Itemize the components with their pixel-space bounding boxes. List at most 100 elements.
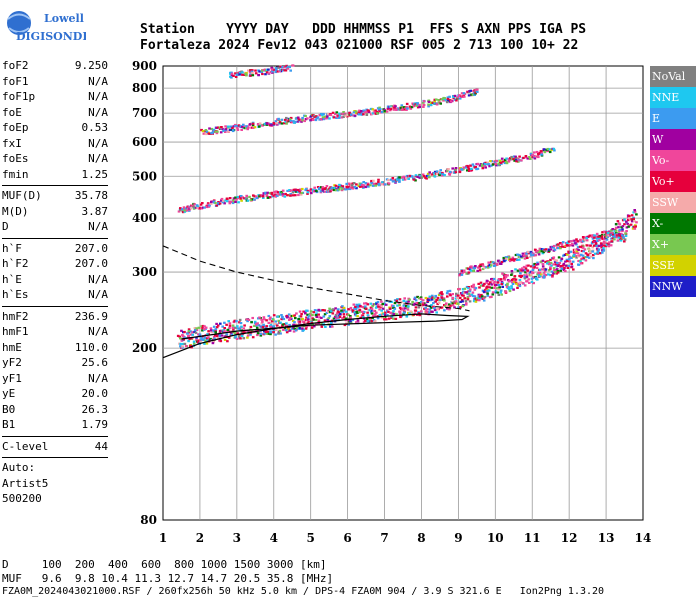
echo-mark	[435, 311, 438, 314]
echo-mark	[554, 271, 557, 274]
echo-mark	[231, 327, 235, 330]
echo-mark	[298, 327, 302, 330]
echo-mark	[418, 302, 421, 305]
echo-mark	[214, 201, 217, 205]
echo-mark	[249, 198, 253, 201]
echo-mark	[557, 256, 561, 259]
echo-mark	[301, 119, 304, 122]
echo-mark	[413, 297, 416, 300]
echo-mark	[407, 300, 410, 303]
echo-mark	[478, 266, 482, 269]
echo-mark	[262, 316, 266, 319]
param-row: D N/A	[2, 219, 108, 235]
echo-mark	[249, 69, 252, 72]
echo-mark	[439, 169, 442, 172]
echo-mark	[269, 323, 273, 326]
echo-mark	[317, 308, 321, 311]
echo-mark	[478, 269, 482, 272]
echo-mark	[246, 334, 250, 337]
echo-mark	[402, 299, 406, 302]
echo-mark	[555, 265, 559, 268]
echo-mark	[395, 178, 399, 181]
header-row1: Station YYYY DAY DDD HHMMSS P1 FFS S AXN…	[140, 22, 587, 37]
echo-mark	[490, 264, 493, 267]
echo-mark	[245, 194, 248, 197]
echo-mark	[540, 250, 544, 253]
echo-mark	[364, 305, 367, 308]
echo-mark	[485, 285, 489, 288]
param-value: N/A	[88, 272, 108, 286]
echo-mark	[466, 272, 470, 275]
echo-mark	[396, 304, 399, 307]
echo-mark	[559, 269, 562, 272]
param-row: C-level 44	[2, 439, 108, 455]
echo-mark	[256, 333, 259, 337]
echo-mark	[262, 192, 266, 195]
param-row: foEs N/A	[2, 151, 108, 167]
echo-mark	[313, 325, 316, 328]
echo-mark	[608, 241, 611, 244]
echo-mark	[435, 103, 439, 106]
echo-mark	[321, 116, 325, 119]
echo-mark	[345, 182, 348, 185]
echo-mark	[369, 306, 373, 309]
echo-mark	[288, 189, 291, 192]
echo-mark	[232, 328, 235, 331]
param-label: M(D)	[2, 204, 29, 218]
echo-mark	[265, 194, 269, 197]
echo-mark	[564, 270, 567, 273]
echo-mark	[487, 163, 491, 166]
echo-mark	[228, 128, 232, 131]
echo-mark	[371, 184, 375, 187]
echo-mark	[416, 102, 419, 105]
echo-mark	[241, 196, 244, 199]
echo-mark	[477, 282, 480, 285]
echo-mark	[292, 330, 296, 333]
echo-mark	[344, 317, 348, 320]
echo-mark	[231, 324, 235, 327]
echo-mark	[333, 186, 337, 189]
echo-mark	[597, 250, 600, 253]
echo-mark	[299, 315, 303, 318]
echo-mark	[547, 273, 550, 276]
echo-mark	[623, 218, 626, 221]
echo-mark	[280, 190, 283, 194]
echo-mark	[448, 303, 451, 306]
echo-mark	[363, 111, 367, 114]
echo-mark	[334, 189, 338, 192]
echo-mark	[611, 228, 614, 231]
echo-mark	[473, 295, 477, 298]
echo-mark	[414, 174, 418, 177]
echo-mark	[304, 188, 307, 192]
echo-mark	[602, 249, 605, 252]
echo-mark	[616, 239, 620, 242]
echo-mark	[393, 107, 396, 110]
echo-mark	[196, 341, 200, 344]
echo-mark	[212, 129, 215, 132]
echo-mark	[347, 308, 350, 311]
echo-mark	[288, 329, 292, 332]
echo-mark	[253, 198, 256, 201]
param-value: 20.0	[81, 387, 109, 400]
echo-mark	[234, 336, 237, 339]
param-row: foE N/A	[2, 105, 108, 121]
echo-mark	[409, 310, 413, 313]
echo-mark	[315, 315, 319, 318]
echo-mark	[601, 251, 604, 254]
echo-mark	[302, 320, 305, 323]
echo-mark	[354, 305, 357, 308]
echo-mark	[391, 180, 395, 183]
echo-mark	[320, 316, 323, 319]
echo-mark	[597, 236, 601, 239]
echo-mark	[298, 310, 302, 313]
echo-mark	[448, 292, 451, 296]
legend-item: X-	[650, 213, 696, 234]
echo-mark	[548, 148, 552, 151]
echo-mark	[382, 312, 386, 315]
echo-mark	[476, 269, 479, 272]
echo-mark	[322, 118, 326, 121]
echo-mark	[554, 269, 557, 272]
echo-mark	[207, 205, 211, 208]
echo-mark	[339, 184, 343, 187]
echo-mark	[440, 98, 444, 101]
